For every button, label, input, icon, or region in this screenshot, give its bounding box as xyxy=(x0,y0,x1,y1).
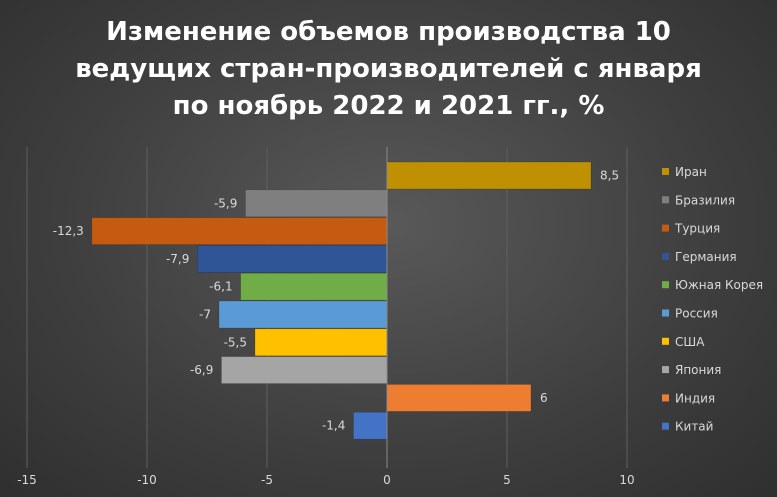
chart-title-line: ведущих стран-производителей с января xyxy=(75,54,702,84)
legend-swatch xyxy=(662,252,669,260)
x-tick-label: 10 xyxy=(619,473,634,487)
legend-swatch xyxy=(662,196,669,204)
bar xyxy=(386,384,532,412)
x-tick-label: -10 xyxy=(137,473,157,487)
data-label: -7,9 xyxy=(166,252,189,266)
bar xyxy=(254,328,388,357)
x-tick-label: 5 xyxy=(503,473,511,487)
legend-label: Россия xyxy=(675,307,718,321)
data-label: 8,5 xyxy=(600,169,619,183)
chart-title: Изменение объемов производства 10 ведущи… xyxy=(0,14,777,125)
legend-swatch xyxy=(662,366,669,374)
bar xyxy=(197,245,388,273)
legend-swatch xyxy=(662,337,669,345)
x-tick-label: -5 xyxy=(261,473,273,487)
legend-swatch xyxy=(662,224,669,232)
data-label: -12,3 xyxy=(53,224,84,238)
data-label: -5,5 xyxy=(224,335,247,349)
bar xyxy=(245,189,388,218)
data-label: -5,9 xyxy=(214,196,237,210)
bar xyxy=(218,300,388,329)
data-label: -7 xyxy=(199,308,211,322)
legend-swatch xyxy=(662,309,669,317)
legend-label: США xyxy=(675,335,705,349)
bar xyxy=(221,356,388,384)
data-label: -6,1 xyxy=(209,280,232,294)
legend-swatch xyxy=(662,394,669,402)
data-label: 6 xyxy=(540,391,548,405)
chart-title-line: Изменение объемов производства 10 xyxy=(106,17,671,47)
x-tick-label: -15 xyxy=(17,473,37,487)
legend-label: Южная Корея xyxy=(675,278,763,292)
legend-label: Индия xyxy=(675,391,715,405)
legend-swatch xyxy=(662,168,669,175)
legend-label: Япония xyxy=(675,363,721,377)
bar xyxy=(353,411,388,440)
data-label: -1,4 xyxy=(322,419,345,433)
x-tick-label: 0 xyxy=(383,473,391,487)
legend-label: Бразилия xyxy=(675,193,735,207)
bar xyxy=(91,217,388,245)
legend-swatch xyxy=(662,281,669,289)
legend-swatch xyxy=(662,422,669,430)
legend-label: Турция xyxy=(674,222,720,236)
bar xyxy=(386,161,592,190)
legend-label: Китай xyxy=(675,420,713,434)
legend-label: Германия xyxy=(675,250,737,264)
bar xyxy=(240,272,388,301)
legend-label: Иран xyxy=(675,165,707,179)
data-label: -6,9 xyxy=(190,363,213,377)
chart-title-line: по ноябрь 2022 и 2021 гг., % xyxy=(172,91,605,121)
